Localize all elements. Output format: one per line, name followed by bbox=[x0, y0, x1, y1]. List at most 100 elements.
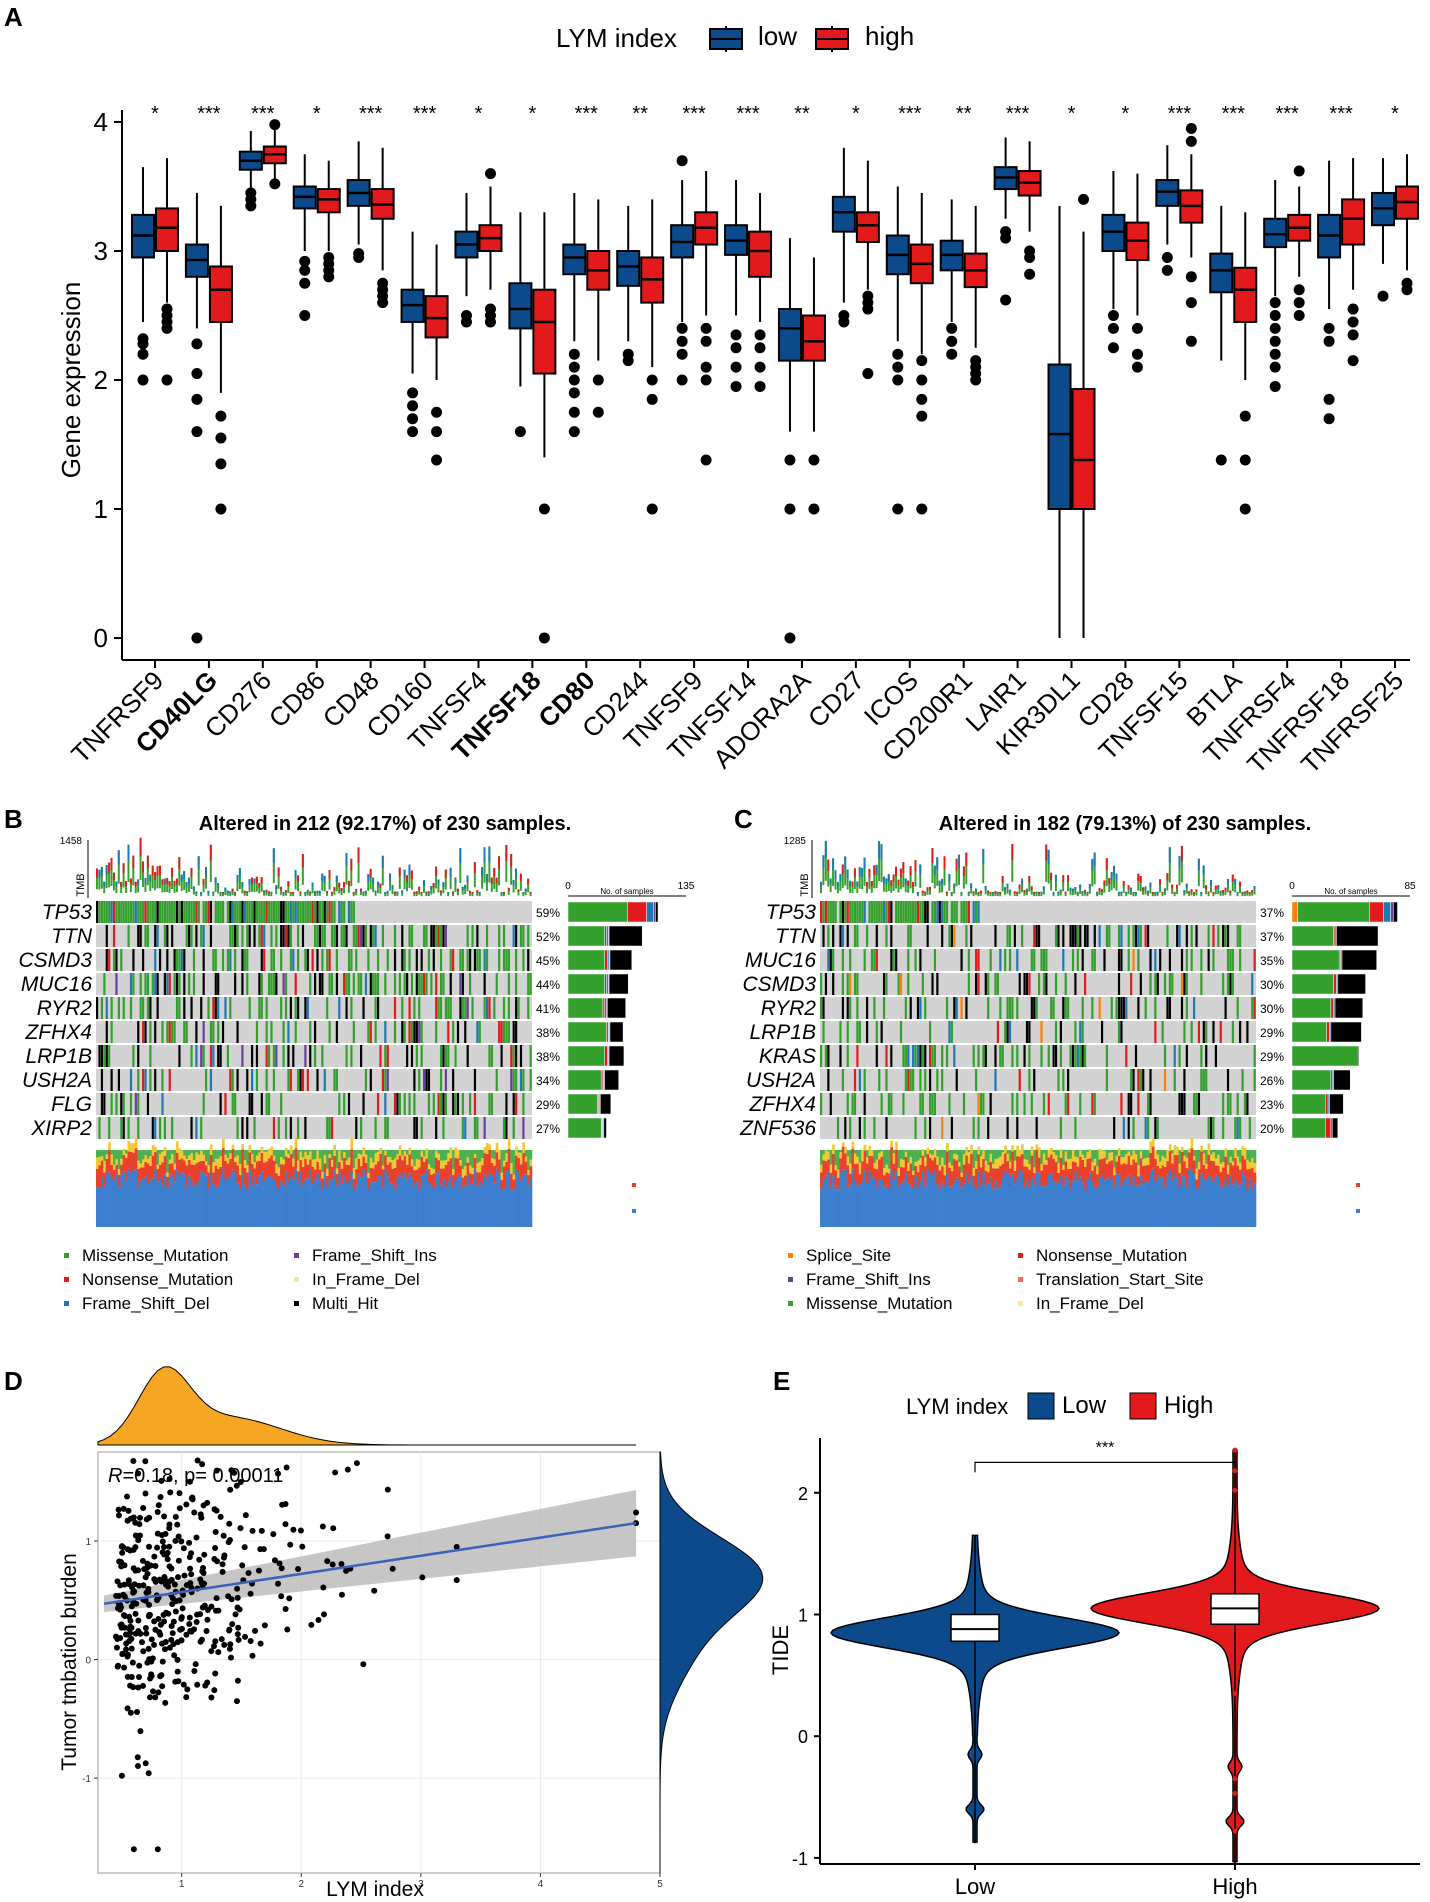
titv-seg bbox=[1248, 1150, 1252, 1163]
mut-cell bbox=[1069, 925, 1072, 947]
d-ylabel: Tumor tmbation burden bbox=[58, 1553, 81, 1771]
titv-seg bbox=[151, 1155, 155, 1179]
mut-cell bbox=[953, 1045, 956, 1067]
tmb-bar-top bbox=[1088, 883, 1091, 889]
tmb-bar bbox=[333, 887, 336, 895]
tmb-bar-top bbox=[1091, 858, 1094, 871]
d-point bbox=[237, 1525, 244, 1532]
d-point bbox=[161, 1543, 168, 1550]
gene-bar-seg bbox=[1341, 949, 1377, 971]
titv-seg bbox=[178, 1159, 182, 1177]
a-outlier bbox=[700, 454, 712, 466]
d-point bbox=[319, 1523, 326, 1530]
titv-seg bbox=[921, 1155, 925, 1171]
mut-cell bbox=[1166, 925, 1169, 947]
d-point bbox=[235, 1636, 242, 1643]
mut-cell bbox=[98, 901, 101, 923]
tmb-bar-top bbox=[1134, 891, 1137, 894]
titv-seg bbox=[912, 1170, 915, 1175]
d-point bbox=[145, 1645, 152, 1652]
titv-seg bbox=[1205, 1168, 1208, 1181]
mut-cell bbox=[224, 1093, 227, 1115]
titv-seg bbox=[1183, 1161, 1187, 1177]
titv-seg bbox=[338, 1150, 341, 1162]
titv-seg bbox=[122, 1154, 126, 1172]
titv-seg bbox=[255, 1184, 259, 1227]
titv-seg bbox=[515, 1169, 518, 1227]
titv-seg bbox=[1105, 1159, 1109, 1164]
titv-seg bbox=[345, 1183, 349, 1227]
titv-seg bbox=[251, 1163, 254, 1186]
titv-seg bbox=[386, 1164, 390, 1177]
titv-seg bbox=[1200, 1145, 1204, 1152]
mut-cell bbox=[374, 925, 377, 947]
d-point bbox=[188, 1571, 195, 1578]
titv-seg bbox=[449, 1175, 453, 1227]
a-box-low bbox=[724, 180, 749, 392]
titv-seg bbox=[953, 1159, 956, 1181]
tmb-bar bbox=[120, 881, 123, 894]
titv-seg bbox=[875, 1169, 879, 1188]
d-point bbox=[212, 1670, 219, 1677]
mut-cell bbox=[376, 997, 380, 1019]
tmb-bar-top bbox=[1137, 873, 1140, 882]
titv-seg bbox=[1013, 1184, 1017, 1227]
tmb-bar bbox=[1217, 885, 1220, 895]
tmb-bar bbox=[100, 866, 103, 889]
d-point bbox=[221, 1641, 228, 1648]
titv-seg bbox=[432, 1169, 436, 1174]
titv-seg bbox=[882, 1150, 886, 1169]
d-point bbox=[128, 1635, 135, 1642]
mut-cell bbox=[1236, 997, 1239, 1019]
mut-cell bbox=[120, 949, 123, 971]
titv-seg bbox=[379, 1153, 383, 1175]
mut-cell bbox=[466, 997, 469, 1019]
d-point bbox=[384, 1486, 391, 1493]
mut-cell bbox=[1033, 949, 1036, 971]
titv-seg bbox=[410, 1159, 414, 1167]
tmb-bar bbox=[919, 864, 922, 888]
mut-cell bbox=[144, 1021, 147, 1043]
titv-seg bbox=[1253, 1163, 1257, 1173]
titv-seg bbox=[258, 1175, 262, 1227]
tmb-bar bbox=[1050, 872, 1053, 891]
tmb-bar bbox=[958, 854, 961, 886]
titv-seg bbox=[921, 1170, 925, 1227]
mut-cell bbox=[110, 997, 113, 1019]
mut-cell bbox=[1183, 1021, 1186, 1043]
titv-seg bbox=[1035, 1149, 1039, 1173]
tmb-bar-top bbox=[151, 865, 154, 876]
a-box-rect bbox=[1341, 198, 1366, 246]
mut-cell bbox=[1122, 1117, 1125, 1139]
mut-cell bbox=[151, 901, 154, 923]
titv-seg bbox=[979, 1167, 983, 1186]
mut-cell bbox=[306, 901, 309, 923]
titv-seg bbox=[282, 1150, 286, 1160]
titv-seg bbox=[224, 1179, 228, 1227]
titv-seg bbox=[936, 1164, 939, 1185]
tmb-bar bbox=[1052, 891, 1055, 897]
mut-cell bbox=[1236, 1093, 1239, 1115]
tmb-bar bbox=[129, 878, 132, 893]
titv-seg bbox=[1231, 1184, 1235, 1227]
mut-cell bbox=[330, 901, 334, 923]
mut-cell bbox=[306, 1069, 309, 1091]
tmb-bar-top bbox=[207, 890, 210, 894]
mut-cell bbox=[282, 1021, 285, 1043]
mut-cell bbox=[933, 901, 937, 923]
mut-cell bbox=[413, 997, 416, 1019]
mut-cell bbox=[1120, 949, 1123, 971]
tmb-bar-top bbox=[507, 887, 510, 891]
titv-seg bbox=[241, 1149, 245, 1173]
mut-cell bbox=[977, 1093, 980, 1115]
mut-cell bbox=[158, 901, 162, 923]
tmb-bar-top bbox=[1243, 891, 1246, 894]
mut-cell bbox=[217, 1021, 220, 1043]
a-outlier bbox=[970, 355, 982, 367]
mut-cell bbox=[841, 949, 844, 971]
mut-cell bbox=[236, 925, 239, 947]
tmb-bar bbox=[1147, 890, 1149, 896]
a-box-rect bbox=[532, 288, 557, 375]
titv-seg bbox=[1209, 1178, 1213, 1227]
titv-seg bbox=[498, 1173, 501, 1227]
